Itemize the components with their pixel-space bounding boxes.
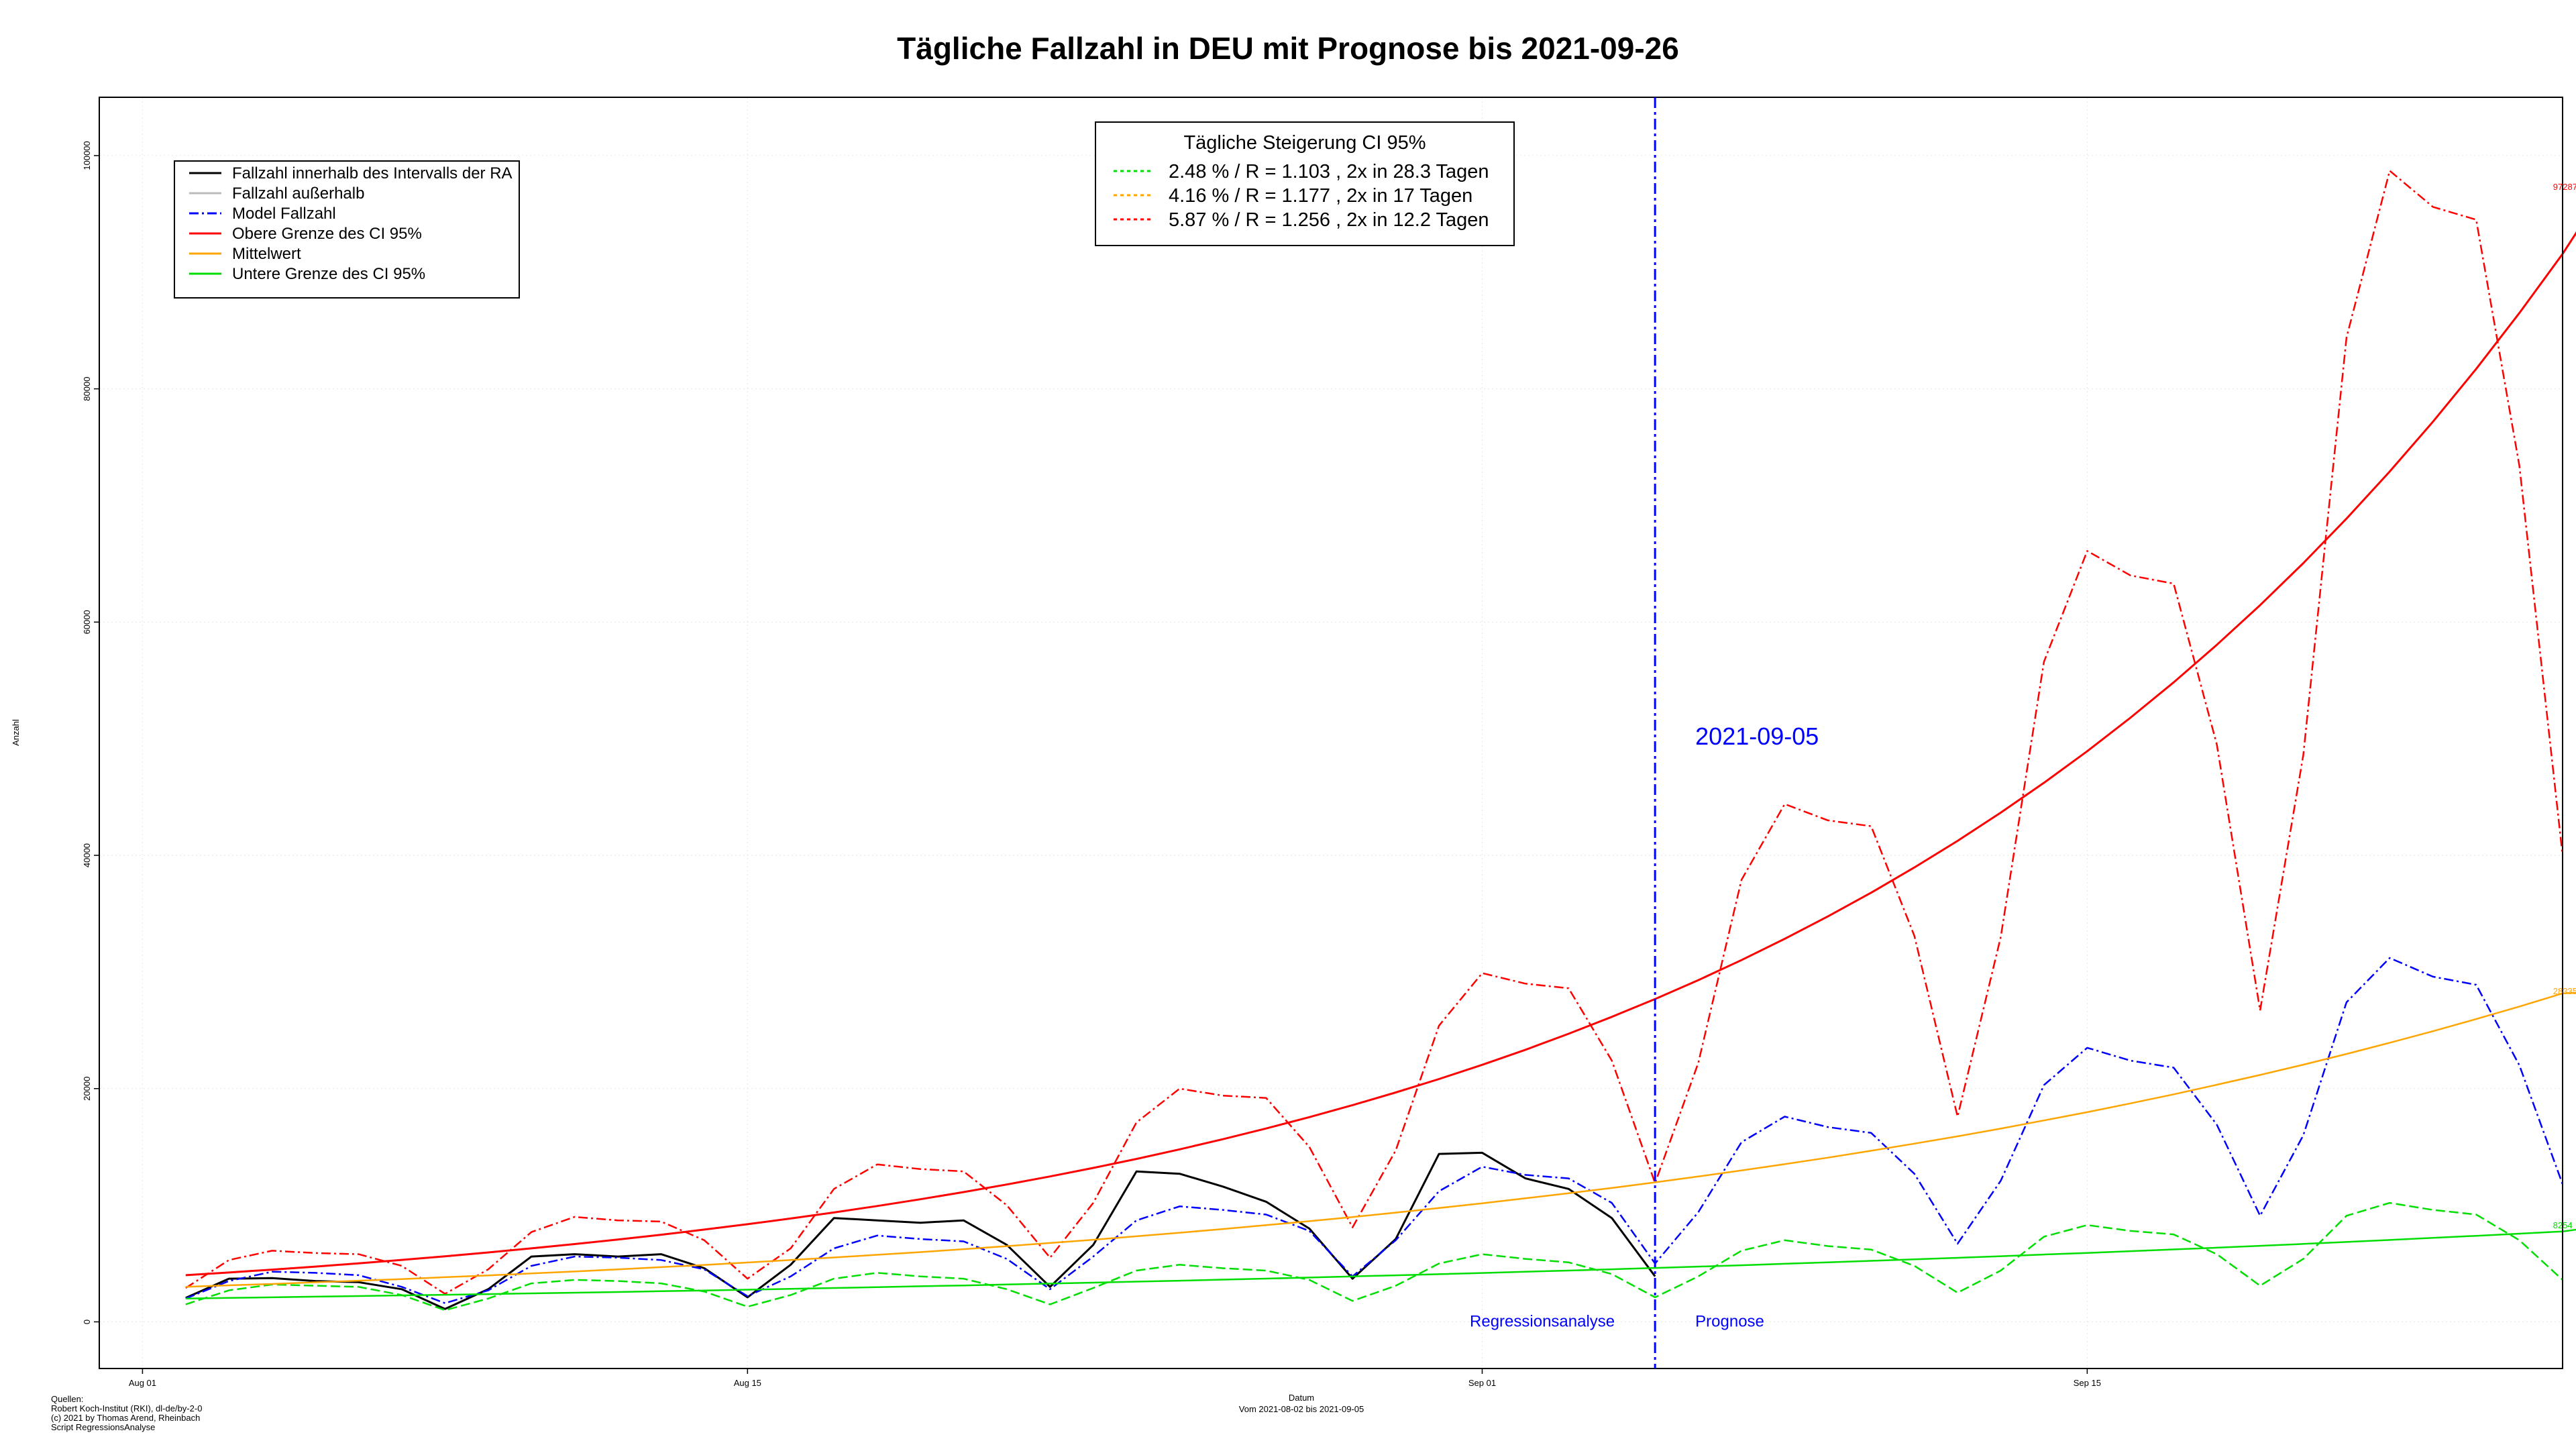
series-line-6 [185, 1228, 2576, 1299]
split-date-label: 2021-09-05 [1695, 722, 1819, 750]
end-label: 97287 [2553, 182, 2576, 192]
y-axis: 0 20000 40000 60000 80000 100000 [82, 141, 99, 1324]
series-line-4 [185, 231, 2576, 1277]
legend-ci-box [1095, 121, 1515, 246]
legend-main-label: Untere Grenze des CI 95% [232, 265, 425, 283]
y-tick-label: 100000 [82, 141, 92, 170]
legend-main-label: Obere Grenze des CI 95% [232, 225, 422, 243]
legend-ci-label: 4.16 % / R = 1.177 , 2x in 17 Tagen [1169, 185, 1472, 207]
series-line-5 [185, 991, 2576, 1288]
end-label: 8254 [2553, 1220, 2573, 1230]
legend-ci: Tägliche Steigerung CI 95% 2.48 % / R = … [1095, 121, 1515, 246]
x-tick-label: Sep 01 [1468, 1378, 1496, 1388]
chart-title: Tägliche Fallzahl in DEU mit Prognose bi… [897, 31, 1679, 66]
legend-ci-label: 5.87 % / R = 1.256 , 2x in 12.2 Tagen [1169, 209, 1489, 231]
x-axis-sublabel: Vom 2021-08-02 bis 2021-09-05 [1239, 1404, 1364, 1414]
end-labels: 97287 28335 8254 [2553, 182, 2576, 1230]
regression-label: Regressionsanalyse [1470, 1312, 1615, 1330]
series-line-2 [185, 170, 2564, 1295]
y-tick-label: 40000 [82, 843, 92, 867]
legend-ci-title: Tägliche Steigerung CI 95% [1183, 132, 1426, 154]
source-line: (c) 2021 by Thomas Arend, Rheinbach [51, 1413, 200, 1423]
x-axis: Aug 01 Aug 15 Sep 01 Sep 15 [129, 1368, 2101, 1388]
legend-main-label: Model Fallzahl [232, 205, 336, 223]
source-line: Quellen: [51, 1394, 83, 1404]
legend-main: Fallzahl innerhalb des Intervalls der RA… [174, 160, 520, 299]
x-tick-label: Sep 15 [2074, 1378, 2101, 1388]
y-tick-label: 60000 [82, 610, 92, 634]
source-line: Script RegressionsAnalyse [51, 1422, 155, 1432]
x-tick-label: Aug 15 [734, 1378, 761, 1388]
legend-main-box [174, 160, 520, 299]
plot-border [99, 97, 2563, 1369]
legend-ci-label: 2.48 % / R = 1.103 , 2x in 28.3 Tagen [1169, 161, 1489, 182]
legend-main-label: Mittelwert [232, 245, 301, 263]
y-tick-label: 20000 [82, 1077, 92, 1101]
x-tick-label: Aug 01 [129, 1378, 156, 1388]
series-group [185, 170, 2576, 1311]
series-line-3 [185, 1201, 2563, 1311]
prognosis-label: Prognose [1695, 1312, 1764, 1330]
x-axis-label: Datum [1289, 1393, 1314, 1403]
legend-main-label: Fallzahl innerhalb des Intervalls der RA [232, 164, 513, 182]
series-line-1 [185, 957, 2564, 1304]
y-tick-label: 80000 [82, 377, 92, 401]
end-label: 28335 [2553, 986, 2576, 996]
source-notes: Quellen: Robert Koch-Institut (RKI), dl-… [51, 1394, 202, 1432]
y-axis-label: Anzahl [11, 719, 21, 746]
y-tick-label: 0 [82, 1320, 92, 1324]
source-line: Robert Koch-Institut (RKI), dl-de/by-2-0 [51, 1403, 202, 1413]
legend-main-label: Fallzahl außerhalb [232, 184, 364, 203]
